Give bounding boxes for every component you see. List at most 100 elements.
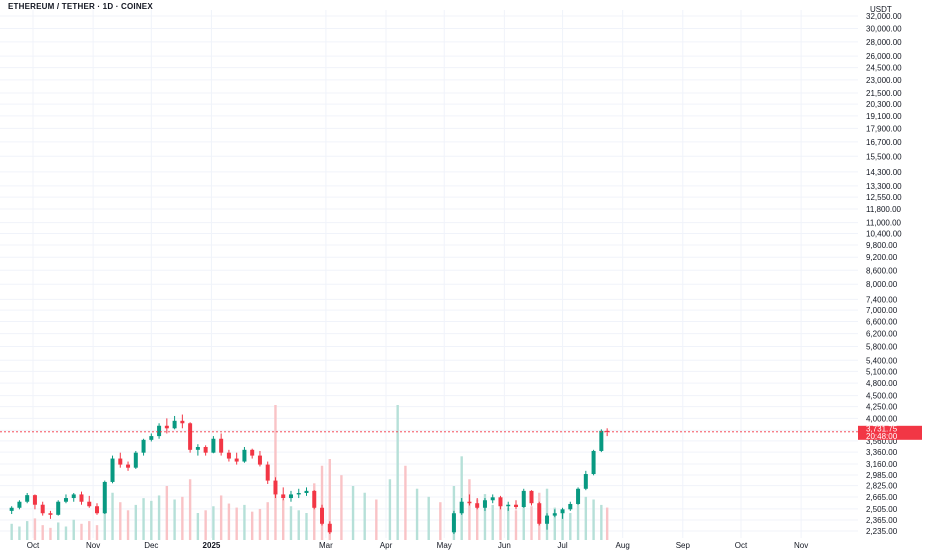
candle[interactable] — [513, 500, 518, 510]
candle-body — [250, 449, 255, 456]
volume-bar — [396, 405, 399, 540]
candle[interactable] — [40, 501, 45, 516]
candle[interactable] — [79, 491, 84, 505]
price-tick-label: 11,800.00 — [866, 205, 902, 214]
candle[interactable] — [288, 490, 293, 502]
volume-bar — [57, 522, 60, 540]
candle[interactable] — [552, 509, 557, 518]
candle[interactable] — [529, 490, 534, 506]
candle[interactable] — [490, 494, 495, 504]
candle-body — [102, 481, 107, 514]
time-tick-label: Sep — [676, 541, 691, 550]
volume-bar — [126, 510, 130, 540]
candle[interactable] — [63, 494, 68, 504]
candle[interactable] — [180, 414, 185, 429]
candle-body — [320, 507, 325, 524]
candle[interactable] — [467, 494, 472, 506]
candle-body — [95, 506, 100, 514]
volume-bar — [72, 519, 75, 540]
candle-body — [273, 480, 278, 495]
candle[interactable] — [265, 461, 270, 484]
price-tick-label: 17,900.00 — [866, 124, 902, 133]
candle[interactable] — [126, 461, 131, 471]
candle[interactable] — [172, 415, 177, 430]
volume-bar — [95, 525, 99, 540]
candle[interactable] — [164, 418, 169, 434]
candle[interactable] — [521, 488, 526, 508]
candle-body — [605, 430, 610, 432]
candle[interactable] — [48, 510, 53, 519]
candle[interactable] — [234, 452, 239, 465]
candle[interactable] — [32, 494, 37, 510]
candle[interactable] — [211, 436, 216, 454]
volume-bar — [605, 507, 609, 540]
candle[interactable] — [56, 500, 61, 516]
candle-body — [599, 430, 604, 451]
candle[interactable] — [296, 488, 301, 499]
candle[interactable] — [304, 487, 309, 496]
candle[interactable] — [568, 501, 573, 511]
candle[interactable] — [226, 449, 231, 462]
candle[interactable] — [17, 500, 22, 510]
candle[interactable] — [203, 445, 208, 456]
time-tick-label: Jun — [498, 541, 511, 550]
volume-bar — [235, 507, 238, 540]
candle[interactable] — [157, 423, 162, 439]
price-tick-label: 2,505.00 — [866, 505, 898, 514]
candle[interactable] — [545, 513, 550, 530]
price-tick-label: 3,360.00 — [866, 448, 898, 457]
candle[interactable] — [195, 444, 200, 456]
time-tick-label: Jul — [557, 541, 567, 550]
price-tick-label: 4,500.00 — [866, 392, 898, 401]
candle[interactable] — [599, 429, 604, 453]
candle[interactable] — [560, 507, 565, 519]
candle[interactable] — [475, 498, 480, 510]
volume-bar — [25, 521, 29, 540]
candle[interactable] — [188, 422, 193, 453]
price-tick-label: 5,800.00 — [866, 342, 898, 351]
candle[interactable] — [459, 498, 464, 515]
candle[interactable] — [257, 450, 262, 467]
candle[interactable] — [242, 446, 247, 463]
candle[interactable] — [273, 477, 278, 499]
candle[interactable] — [320, 504, 325, 526]
candle[interactable] — [281, 487, 286, 501]
candle[interactable] — [110, 455, 115, 484]
candle[interactable] — [537, 501, 542, 526]
candle[interactable] — [250, 448, 255, 459]
candle[interactable] — [95, 503, 100, 515]
candle[interactable] — [498, 495, 503, 510]
candle[interactable] — [219, 433, 224, 456]
volume-bar — [111, 492, 114, 540]
candle[interactable] — [312, 490, 317, 510]
candle[interactable] — [118, 452, 123, 468]
candle[interactable] — [25, 492, 30, 504]
volume-bar — [328, 459, 331, 540]
candle[interactable] — [71, 492, 76, 502]
candle[interactable] — [87, 495, 92, 508]
candle[interactable] — [482, 498, 487, 511]
candle[interactable] — [149, 433, 154, 442]
price-tick-label: 7,000.00 — [866, 306, 898, 315]
candle[interactable] — [141, 438, 146, 456]
candle[interactable] — [102, 480, 107, 515]
candle-body — [164, 425, 169, 429]
time-axis[interactable]: Oct Nov Dec 2025 Mar Apr May Jun Jul Aug Sep Oct Nov — [27, 541, 808, 550]
volume-bar — [142, 498, 145, 540]
candle[interactable] — [605, 428, 610, 437]
candle[interactable] — [327, 521, 332, 535]
candle[interactable] — [583, 470, 588, 491]
candle[interactable] — [591, 449, 596, 476]
volume-bar — [227, 503, 231, 540]
volume-bar — [49, 527, 52, 540]
price-axis[interactable]: USDT 32,000.00 30,000.00 28,000.00 26,000.0… — [866, 5, 902, 536]
candle[interactable] — [576, 487, 581, 505]
candle[interactable] — [451, 510, 456, 535]
volume-bar — [204, 510, 207, 540]
candle[interactable] — [506, 501, 511, 511]
price-tick-label: 24,500.00 — [866, 64, 902, 73]
candle[interactable] — [9, 506, 14, 515]
candle[interactable] — [133, 450, 138, 469]
